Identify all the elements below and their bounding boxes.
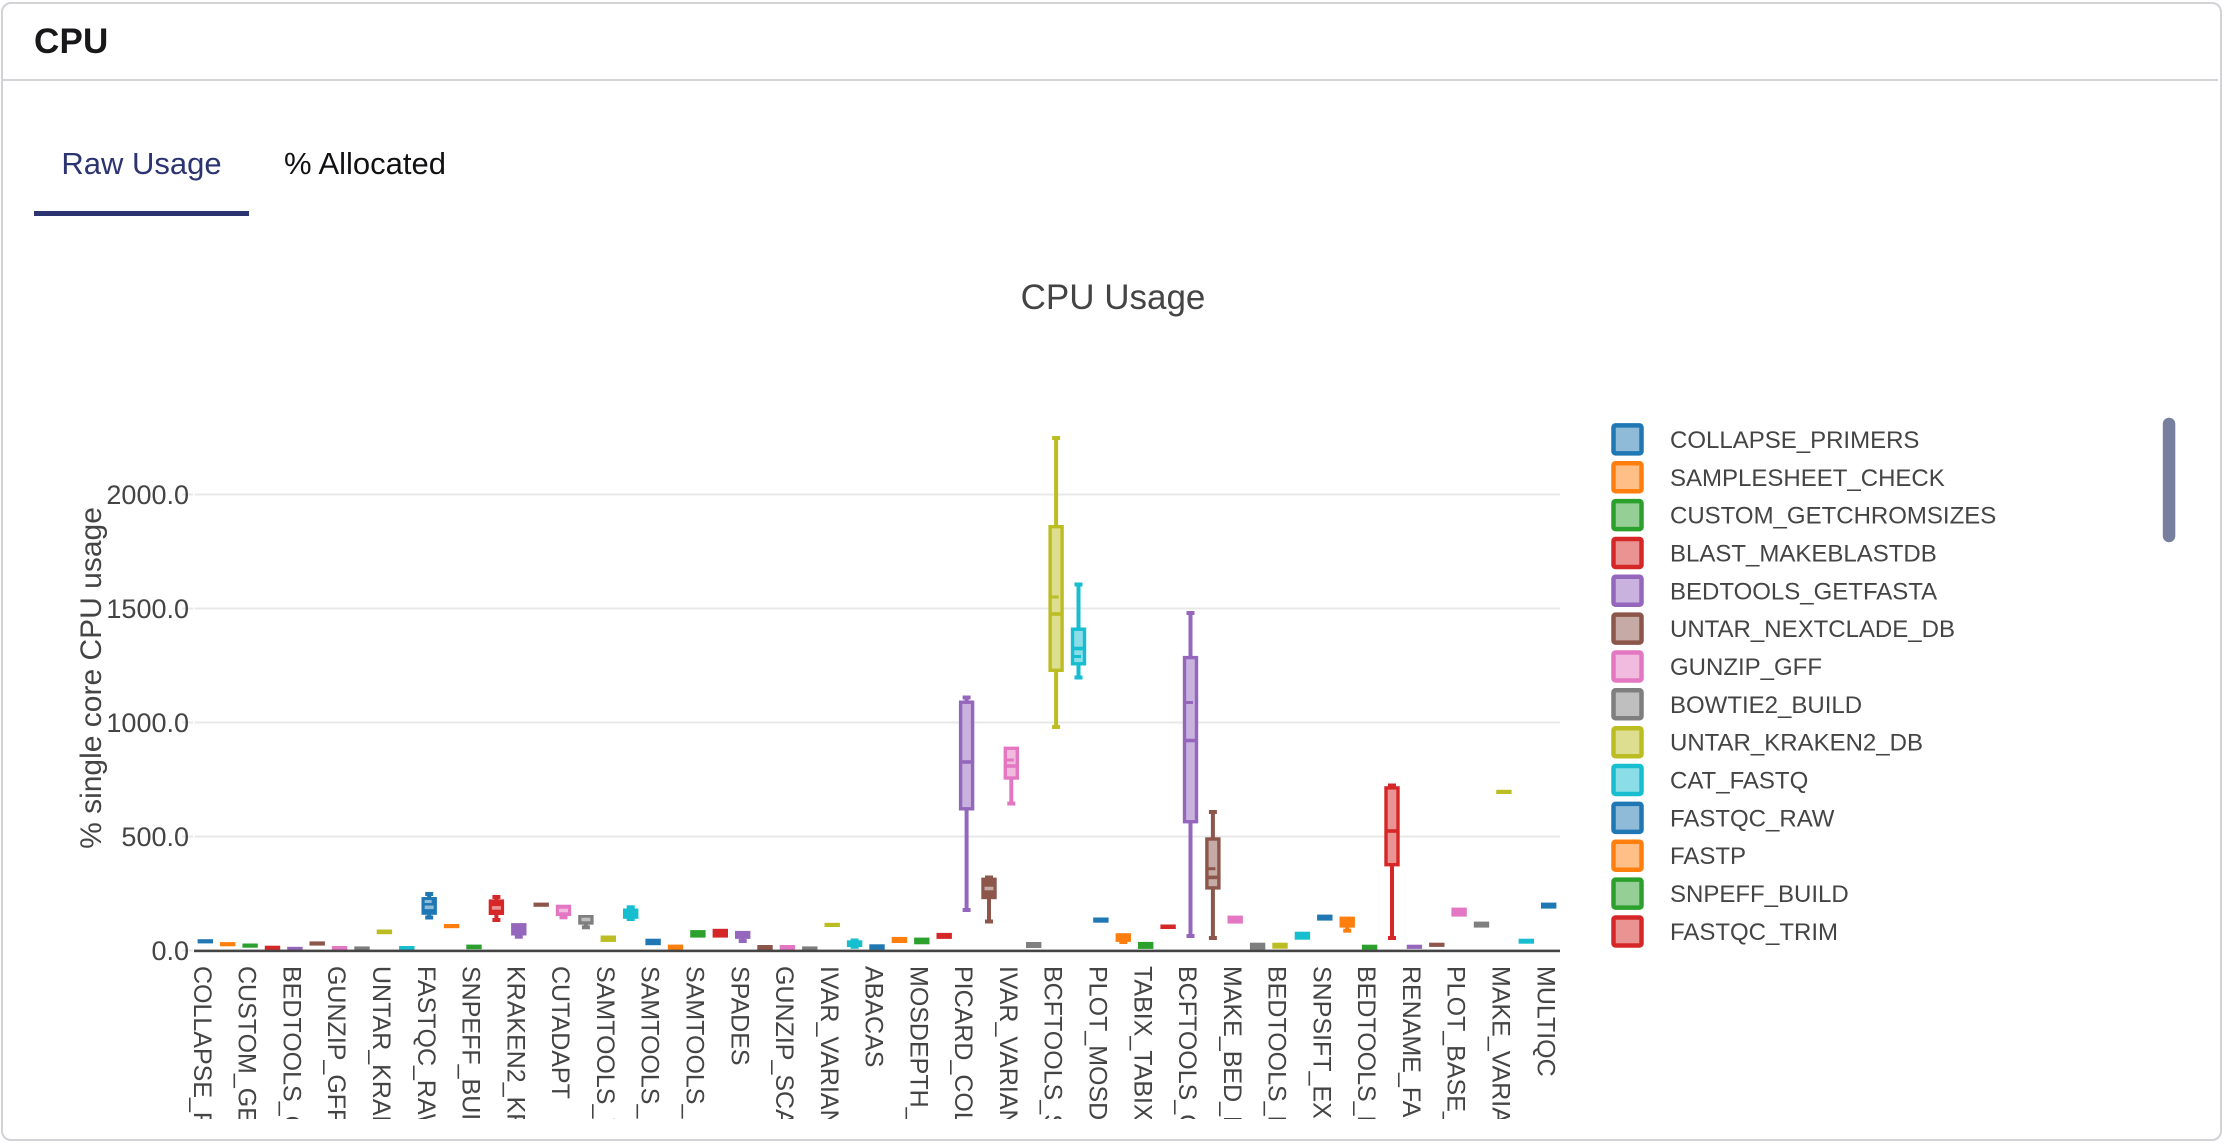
- svg-text:UNTAR_KRAKEN2_DB: UNTAR_KRAKEN2_DB: [1670, 730, 1923, 757]
- svg-text:SAMPLESHEET_CHECK: SAMPLESHEET_CHECK: [1670, 465, 1945, 492]
- svg-text:MOSDEPTH_GENOME: MOSDEPTH_GENOME: [904, 966, 932, 1135]
- svg-text:BLAST_MAKEBLASTDB: BLAST_MAKEBLASTDB: [1670, 541, 1937, 568]
- svg-text:0.0: 0.0: [151, 936, 189, 966]
- svg-text:PLOT_MOSDEPTH: PLOT_MOSDEPTH: [1084, 966, 1112, 1135]
- svg-text:FASTQC_TRIM: FASTQC_TRIM: [1670, 919, 1838, 946]
- svg-text:MAKE_VARIANTS_L: MAKE_VARIANTS_L: [1487, 966, 1515, 1135]
- svg-text:SNPSIFT_EXTRACT: SNPSIFT_EXTRACT: [1307, 966, 1335, 1135]
- svg-text:CUSTOM_GETCHROMSIZES: CUSTOM_GETCHROMSIZES: [233, 966, 261, 1135]
- svg-text:ABACAS: ABACAS: [860, 966, 888, 1067]
- svg-text:CUTADAPT: CUTADAPT: [546, 966, 574, 1099]
- svg-text:IVAR_VARIANTS: IVAR_VARIANTS: [815, 966, 843, 1135]
- svg-text:SNPEFF_BUILD: SNPEFF_BUILD: [457, 966, 485, 1135]
- svg-text:BCFTOOLS_CONS: BCFTOOLS_CONS: [1173, 966, 1201, 1135]
- svg-text:GUNZIP_SCAFFOLDS: GUNZIP_SCAFFOLDS: [770, 966, 798, 1135]
- svg-text:% single core CPU usage: % single core CPU usage: [75, 507, 108, 849]
- svg-text:UNTAR_NEXTCLADE_DB: UNTAR_NEXTCLADE_DB: [1670, 616, 1955, 643]
- svg-text:BEDTOOLS_MASK: BEDTOOLS_MASK: [1352, 966, 1380, 1135]
- svg-text:KRAKEN2_KRAKEN2: KRAKEN2_KRAKEN2: [501, 966, 529, 1135]
- svg-text:PICARD_COLLECTMETRICS: PICARD_COLLECTMETRICS: [949, 966, 977, 1135]
- svg-text:FASTP: FASTP: [1670, 843, 1746, 870]
- svg-text:FASTQC_RAW: FASTQC_RAW: [1670, 805, 1835, 832]
- svg-text:PLOT_BASE_DENS: PLOT_BASE_DENS: [1442, 966, 1470, 1135]
- svg-text:COLLAPSE_PRIMERS: COLLAPSE_PRIMERS: [188, 966, 216, 1135]
- svg-text:RENAME_FASTA: RENAME_FASTA: [1397, 966, 1425, 1135]
- svg-text:BEDTOOLS_GETFASTA: BEDTOOLS_GETFASTA: [1670, 578, 1937, 605]
- svg-text:CUSTOM_GETCHROMSIZES: CUSTOM_GETCHROMSIZES: [1670, 503, 1996, 530]
- svg-text:BEDTOOLS_GETFASTA: BEDTOOLS_GETFASTA: [278, 966, 306, 1135]
- svg-text:SAMTOOLS_SORT: SAMTOOLS_SORT: [636, 966, 664, 1135]
- svg-text:SNPEFF_BUILD: SNPEFF_BUILD: [1670, 881, 1849, 908]
- svg-text:UNTAR_KRAKEN2_DB: UNTAR_KRAKEN2_DB: [367, 966, 395, 1135]
- svg-text:GUNZIP_GFF: GUNZIP_GFF: [1670, 654, 1822, 681]
- svg-text:BCFTOOLS_STATS: BCFTOOLS_STATS: [1039, 966, 1067, 1135]
- svg-text:MULTIQC: MULTIQC: [1531, 966, 1559, 1077]
- svg-text:MAKE_BED_MASK: MAKE_BED_MASK: [1218, 966, 1246, 1135]
- svg-text:SAMTOOLS_VIEW: SAMTOOLS_VIEW: [591, 966, 619, 1135]
- svg-text:2000.0: 2000.0: [106, 480, 189, 510]
- svg-text:1500.0: 1500.0: [106, 594, 189, 624]
- svg-text:CPU Usage: CPU Usage: [1021, 278, 1206, 317]
- svg-text:SPADES: SPADES: [725, 966, 753, 1066]
- svg-text:BOWTIE2_BUILD: BOWTIE2_BUILD: [1670, 692, 1862, 719]
- svg-text:SAMTOOLS_INDEX: SAMTOOLS_INDEX: [681, 966, 709, 1135]
- svg-text:500.0: 500.0: [121, 822, 189, 852]
- svg-text:IVAR_VARIANTS: IVAR_VARIANTS: [994, 966, 1022, 1135]
- svg-text:FASTQC_RAW: FASTQC_RAW: [412, 966, 440, 1135]
- svg-text:BEDTOOLS_MERGE: BEDTOOLS_MERGE: [1263, 966, 1291, 1135]
- svg-text:TABIX_TABIX: TABIX_TABIX: [1128, 966, 1156, 1121]
- svg-text:GUNZIP_GFF: GUNZIP_GFF: [322, 966, 350, 1124]
- svg-text:1000.0: 1000.0: [106, 708, 189, 738]
- svg-text:CAT_FASTQ: CAT_FASTQ: [1670, 768, 1808, 795]
- svg-text:COLLAPSE_PRIMERS: COLLAPSE_PRIMERS: [1670, 427, 1919, 454]
